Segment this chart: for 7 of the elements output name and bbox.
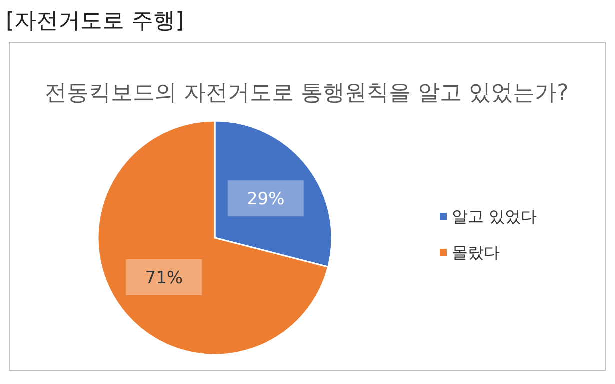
chart-title: [자전거도로 주행] bbox=[6, 9, 184, 34]
pie-slice bbox=[97, 120, 330, 356]
data-label: 71% bbox=[145, 268, 184, 288]
legend-label: 알고 있었다 bbox=[452, 207, 538, 226]
data-label: 29% bbox=[246, 190, 285, 210]
chart-subtitle: 전동킥보드의 자전거도로 통행원칙을 알고 있었는가? bbox=[45, 81, 569, 106]
legend-label: 몰랐다 bbox=[452, 243, 500, 262]
